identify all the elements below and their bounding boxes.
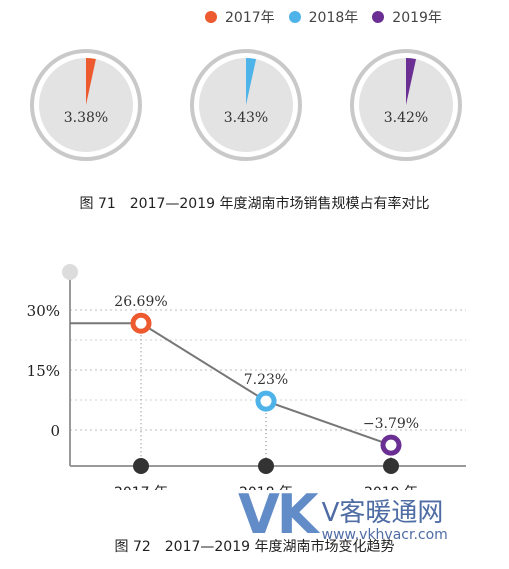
legend-label: 2018年 <box>308 10 359 26</box>
legend-dot-icon <box>205 11 217 23</box>
x-axis-marker <box>133 458 149 474</box>
data-label: 26.69% <box>114 294 167 310</box>
pie-value-label: 3.38% <box>64 110 108 126</box>
legend-label: 2017年 <box>225 10 275 26</box>
watermark-logo: VK <box>238 483 319 546</box>
y-tick-label: 0 <box>50 422 60 440</box>
legend-item-2019: 2019年 <box>372 7 442 27</box>
watermark-url: www.vkhvacr.com <box>321 527 448 543</box>
y-axis-cap <box>62 264 78 280</box>
data-point <box>130 312 152 334</box>
series-line <box>70 322 392 447</box>
legend-item-2018: 2018年 <box>288 7 359 27</box>
legend-label: 2019年 <box>392 10 442 26</box>
x-tick-label: 2017 年 <box>114 485 168 490</box>
legend: 2017年 2018年 2019年 <box>205 6 442 28</box>
data-label: −3.79% <box>363 416 419 432</box>
pie-charts: 3.38% 3.43% 3.42% <box>30 49 462 161</box>
pie-slice <box>246 58 257 105</box>
figure-72-caption: 图 72 2017—2019 年度湖南市场变化趋势 <box>114 539 395 555</box>
pie-value-label: 3.42% <box>384 110 428 126</box>
legend-dot-icon <box>372 11 385 23</box>
legend-item-2017: 2017年 <box>205 7 275 27</box>
x-axis-marker <box>258 458 274 474</box>
y-tick-label: 15% <box>27 362 60 380</box>
watermark-title: V客暖通网 <box>321 498 444 528</box>
pie-slice <box>86 58 96 105</box>
watermark: VK V客暖通网 www.vkhvacr.com <box>238 483 448 546</box>
data-point <box>255 390 277 412</box>
data-label: 7.23% <box>244 372 288 388</box>
x-axis-marker <box>383 458 399 474</box>
pie-value-label: 3.43% <box>224 110 268 126</box>
legend-dot-icon <box>288 11 301 23</box>
x-tick-label: 2019 年 <box>364 485 418 490</box>
data-point <box>380 434 402 456</box>
pie-slice <box>406 58 417 105</box>
y-tick-label: 30% <box>27 302 60 320</box>
trend-line-chart: 30% 15% 0 2017 年 2018 年 2019 年 26.69% 7.23% −3.7… <box>27 264 466 490</box>
x-tick-label: 2018 年 <box>239 485 293 490</box>
figure-71-caption: 图 71 2017—2019 年度湖南市场销售规模占有率对比 <box>79 196 430 212</box>
